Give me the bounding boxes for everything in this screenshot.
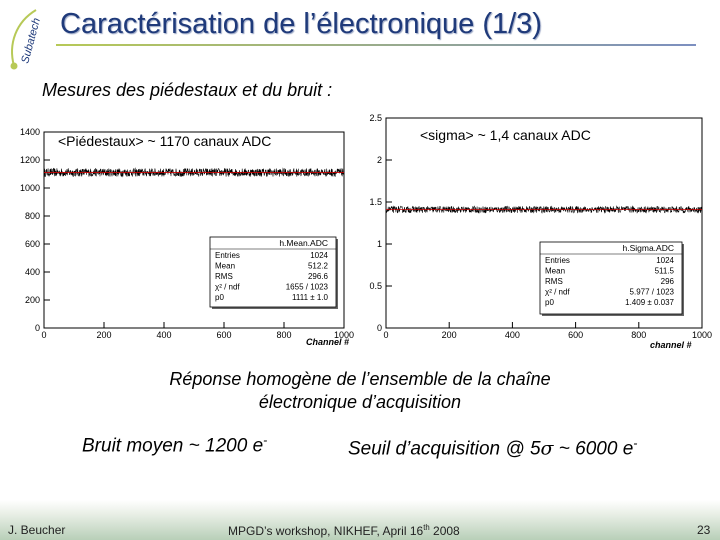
sigma-symbol: σ [540, 437, 554, 460]
noise-statement: Bruit moyen ~ 1200 e- [82, 433, 267, 457]
y-tick-label: 400 [25, 267, 40, 277]
y-tick-label: 600 [25, 239, 40, 249]
y-tick-label: 0.5 [369, 281, 382, 291]
stats-row-label: χ² / ndf [215, 283, 240, 292]
footer-bar [0, 500, 720, 540]
stats-row-value: 1.409 ± 0.037 [625, 298, 674, 307]
stats-row-value: 1024 [656, 256, 674, 265]
x-tick-label: 600 [568, 330, 583, 340]
y-tick-label: 1 [377, 239, 382, 249]
threshold-statement: Seuil d’acquisition @ 5σ ~ 6000 e- [348, 436, 637, 460]
x-tick-label: 400 [505, 330, 520, 340]
y-tick-label: 2 [377, 155, 382, 165]
stats-box-title: h.Mean.ADC [279, 238, 328, 248]
threshold-prefix: Seuil d’acquisition @ 5 [348, 438, 541, 460]
x-tick-label: 600 [216, 330, 231, 340]
x-tick-label: 0 [41, 330, 46, 340]
stats-row-value: 296 [661, 277, 675, 286]
y-tick-label: 1000 [20, 183, 40, 193]
y-tick-label: 0 [35, 323, 40, 333]
stats-row-value: 1111 ± 1.0 [292, 293, 329, 302]
conf-suffix: 2008 [429, 524, 460, 538]
stats-row-label: χ² / ndf [545, 288, 570, 297]
stats-row-label: RMS [545, 277, 563, 286]
stats-box [209, 236, 337, 308]
y-tick-label: 800 [25, 211, 40, 221]
y-tick-label: 200 [25, 295, 40, 305]
x-tick-label: 200 [96, 330, 111, 340]
threshold-sup: - [633, 436, 638, 450]
plot-annotation: <Piédestaux> ~ 1170 canaux ADC [58, 133, 271, 149]
plot-annotation: <sigma> ~ 1,4 canaux ADC [420, 127, 591, 143]
y-tick-label: 1200 [20, 155, 40, 165]
stats-row-label: Entries [215, 251, 240, 260]
stats-row-value: 511.5 [655, 267, 675, 276]
page-title: Caractérisation de l’électronique (1/3) [60, 8, 542, 40]
stats-row-label: Entries [545, 256, 570, 265]
caption-line-1: Réponse homogène de l’ensemble de la cha… [169, 369, 551, 389]
pedestal-plot: 0 200 400 600 800 1000 1200 1400 0 200 400 600 800 10… [20, 127, 354, 347]
stats-row-label: p0 [545, 298, 554, 307]
threshold-suffix: ~ 6000 e [553, 438, 634, 460]
y-tick-label: 2.5 [369, 113, 382, 123]
logo-text: Subatech [19, 17, 43, 65]
title-underline [56, 44, 696, 46]
x-axis-label: Channel # [306, 337, 349, 347]
stats-box-title: h.Sigma.ADC [623, 243, 675, 253]
x-tick-label: 1000 [692, 330, 712, 340]
page-number: 23 [697, 523, 711, 537]
subatech-logo: Subatech [10, 9, 43, 70]
caption-line-2: électronique d’acquisition [258, 392, 462, 412]
footer-conference: MPGD’s workshop, NIKHEF, April 16th 2008 [228, 523, 460, 538]
y-tick-label: 1.5 [369, 197, 382, 207]
x-tick-label: 1000 [334, 330, 354, 340]
footer-author: J. Beucher [8, 523, 66, 537]
x-tick-label: 0 [383, 330, 388, 340]
x-tick-label: 800 [631, 330, 646, 340]
data-series [43, 167, 345, 178]
stats-row-label: Mean [215, 262, 235, 271]
x-tick-label: 400 [156, 330, 171, 340]
stats-row-label: Mean [545, 267, 565, 276]
stats-row-label: p0 [215, 293, 224, 302]
section-subtitle: Mesures des piédestaux et du bruit : [42, 80, 333, 100]
x-axis-label: channel # [650, 340, 692, 350]
sigma-plot: 0 0.5 1 1.5 2 2.5 0 200 400 600 800 1000 <sigma> ~ 1… [369, 113, 712, 350]
conf-sup: th [423, 523, 430, 532]
x-tick-label: 200 [442, 330, 457, 340]
y-tick-label: 0 [377, 323, 382, 333]
noise-text: Bruit moyen ~ 1200 e [82, 435, 264, 457]
stats-row-label: RMS [215, 272, 233, 281]
y-tick-label: 1400 [20, 127, 40, 137]
noise-sup: - [263, 433, 268, 447]
stats-row-value: 296.6 [308, 272, 329, 281]
x-tick-label: 800 [276, 330, 291, 340]
stats-row-value: 5.977 / 1023 [630, 288, 675, 297]
stats-row-value: 1655 / 1023 [286, 283, 329, 292]
stats-row-value: 1024 [310, 251, 328, 260]
conf-prefix: MPGD’s workshop, NIKHEF, April 16 [228, 524, 424, 538]
stats-row-value: 512.2 [308, 262, 329, 271]
